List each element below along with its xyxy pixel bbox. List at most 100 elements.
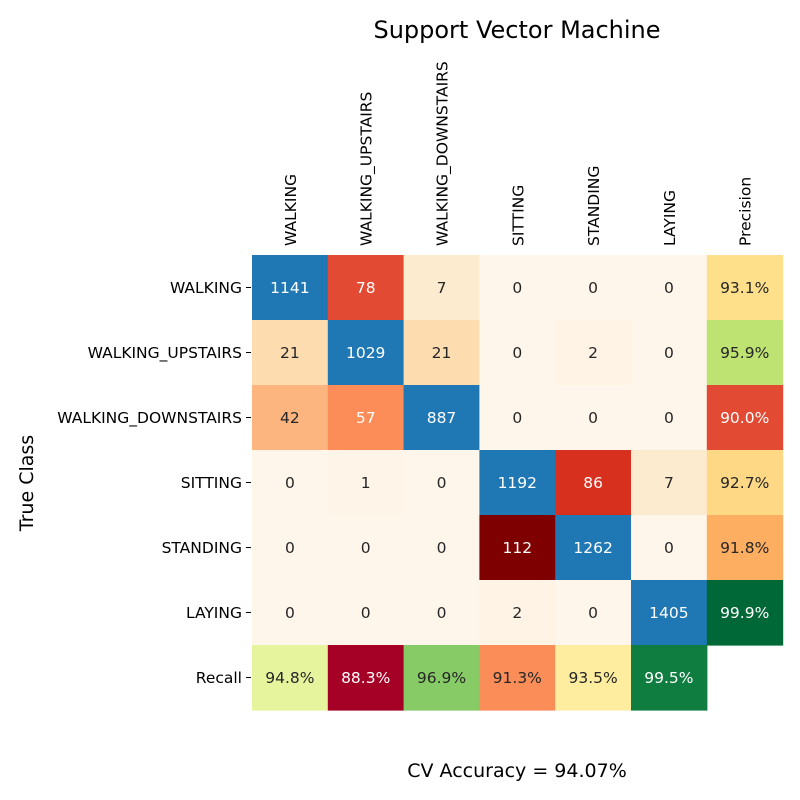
heatmap-cell-1-6 xyxy=(706,320,784,386)
heatmap-cell-5-4 xyxy=(555,580,632,646)
heatmap-cell-5-3 xyxy=(479,580,556,646)
cell-value-2-0: 42 xyxy=(280,409,300,427)
heatmap-cell-0-2 xyxy=(403,255,480,321)
cell-value-5-6: 99.9% xyxy=(720,604,769,622)
heatmap-cell-0-0 xyxy=(252,255,329,321)
cell-value-6-2: 96.9% xyxy=(417,669,466,687)
heatmap-cell-5-5 xyxy=(631,580,708,646)
heatmap-cell-2-6 xyxy=(706,385,784,451)
heatmap-cell-2-5 xyxy=(631,385,708,451)
cell-value-6-1: 88.3% xyxy=(341,669,390,687)
heatmap-cell-1-3 xyxy=(479,320,556,386)
heatmap-cell-3-1 xyxy=(327,450,405,516)
column-label-walking: WALKING xyxy=(282,174,300,246)
cell-value-3-0: 0 xyxy=(285,474,295,492)
heatmap-cell-1-1 xyxy=(327,320,405,386)
heatmap-cell-3-5 xyxy=(631,450,708,516)
cell-value-0-0: 1141 xyxy=(270,279,309,297)
cell-value-5-4: 0 xyxy=(588,604,598,622)
cell-value-5-0: 0 xyxy=(285,604,295,622)
heatmap-cell-6-0 xyxy=(252,645,329,711)
heatmap-cell-2-0 xyxy=(252,385,329,451)
column-labels: WALKING WALKING_UPSTAIRS WALKING_DOWNSTAIR… xyxy=(282,61,755,246)
cell-value-3-4: 86 xyxy=(583,474,603,492)
row-label-laying: LAYING xyxy=(186,604,242,622)
cell-value-4-0: 0 xyxy=(285,539,295,557)
column-label-sitting: SITTING xyxy=(509,185,527,246)
heatmap-cell-1-4 xyxy=(555,320,632,386)
cell-value-6-5: 99.5% xyxy=(644,669,693,687)
heatmap-cell-3-2 xyxy=(403,450,480,516)
heatmap-cell-1-5 xyxy=(631,320,708,386)
heatmap-cell-0-5 xyxy=(631,255,708,321)
cell-value-4-2: 0 xyxy=(437,539,447,557)
cell-value-1-6: 95.9% xyxy=(720,344,769,362)
cell-value-5-3: 2 xyxy=(512,604,522,622)
heatmap-cell-3-6 xyxy=(706,450,784,516)
heatmap-cell-4-2 xyxy=(403,515,480,581)
cv-accuracy-footer: CV Accuracy = 94.07% xyxy=(407,760,627,782)
cell-value-1-2: 21 xyxy=(432,344,452,362)
cell-value-0-4: 0 xyxy=(588,279,598,297)
cell-value-0-1: 78 xyxy=(356,279,376,297)
row-label-recall: Recall xyxy=(196,669,242,687)
row-label-standing: STANDING xyxy=(162,539,242,557)
cell-value-3-5: 7 xyxy=(664,474,674,492)
cell-value-0-3: 0 xyxy=(512,279,522,297)
row-label-walking-upstairs: WALKING_UPSTAIRS xyxy=(88,344,242,363)
cell-value-1-5: 0 xyxy=(664,344,674,362)
heatmap-cell-5-0 xyxy=(252,580,329,646)
heatmap-cells: 1141 78 7 0 0 0 93.1%21 1029 21 0 2 0 95.9%42 57 887 0 0… xyxy=(252,255,784,711)
cell-value-3-2: 0 xyxy=(437,474,447,492)
heatmap-cell-0-1 xyxy=(327,255,405,321)
chart-title: Support Vector Machine xyxy=(373,16,660,44)
heatmap-cell-6-1 xyxy=(327,645,405,711)
cell-value-6-4: 93.5% xyxy=(568,669,617,687)
heatmap-cell-0-6 xyxy=(706,255,784,321)
heatmap-cell-0-3 xyxy=(479,255,556,321)
heatmap-cell-5-6 xyxy=(706,580,784,646)
column-label-precision: Precision xyxy=(737,177,755,246)
heatmap-cell-6-4 xyxy=(555,645,632,711)
row-labels: WALKING WALKING_UPSTAIRS WALKING_DOWNSTAIR… xyxy=(57,279,251,687)
cell-value-3-1: 1 xyxy=(361,474,371,492)
heatmap-cell-4-0 xyxy=(252,515,329,581)
cell-value-4-3: 112 xyxy=(503,539,533,557)
heatmap-cell-4-4 xyxy=(555,515,632,581)
column-label-walking-downstairs: WALKING_DOWNSTAIRS xyxy=(434,61,453,246)
heatmap-cell-3-3 xyxy=(479,450,556,516)
heatmap-cell-2-3 xyxy=(479,385,556,451)
heatmap-cell-4-6 xyxy=(706,515,784,581)
column-label-standing: STANDING xyxy=(585,166,603,246)
cell-value-6-0: 94.8% xyxy=(265,669,314,687)
column-label-walking-upstairs: WALKING_UPSTAIRS xyxy=(358,92,377,246)
cell-value-2-4: 0 xyxy=(588,409,598,427)
heatmap-cell-6-2 xyxy=(403,645,480,711)
heatmap-cell-4-3 xyxy=(479,515,556,581)
row-label-walking: WALKING xyxy=(170,279,242,297)
cell-value-4-4: 1262 xyxy=(573,539,612,557)
heatmap-cell-2-4 xyxy=(555,385,632,451)
heatmap-cell-5-2 xyxy=(403,580,480,646)
cell-value-2-1: 57 xyxy=(356,409,376,427)
cell-value-4-5: 0 xyxy=(664,539,674,557)
cell-value-5-5: 1405 xyxy=(649,604,688,622)
heatmap-cell-1-2 xyxy=(403,320,480,386)
heatmap-cell-0-4 xyxy=(555,255,632,321)
row-label-walking-downstairs: WALKING_DOWNSTAIRS xyxy=(57,409,242,428)
cell-value-0-6: 93.1% xyxy=(720,279,769,297)
cell-value-2-2: 887 xyxy=(427,409,457,427)
heatmap-cell-3-0 xyxy=(252,450,329,516)
cell-value-5-1: 0 xyxy=(361,604,371,622)
heatmap-cell-4-1 xyxy=(327,515,405,581)
cell-value-4-6: 91.8% xyxy=(720,539,769,557)
heatmap-cell-1-0 xyxy=(252,320,329,386)
cell-value-1-3: 0 xyxy=(512,344,522,362)
cell-value-2-6: 90.0% xyxy=(720,409,769,427)
row-label-sitting: SITTING xyxy=(181,474,242,492)
cell-value-3-6: 92.7% xyxy=(720,474,769,492)
cell-value-1-1: 1029 xyxy=(346,344,385,362)
cell-value-1-4: 2 xyxy=(588,344,598,362)
heatmap-cell-6-3 xyxy=(479,645,556,711)
